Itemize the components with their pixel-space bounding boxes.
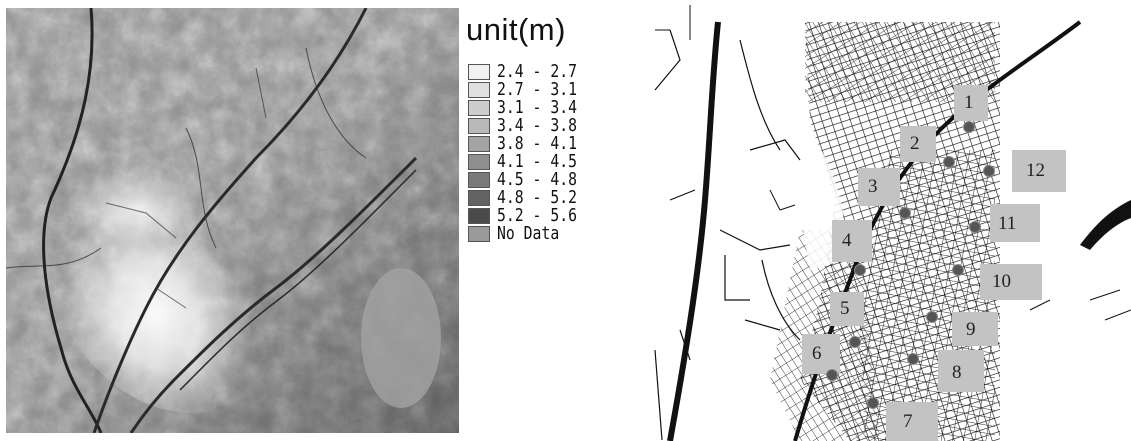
- site-label: 12: [1026, 160, 1045, 181]
- site-marker: [855, 265, 865, 275]
- river-line: [667, 21, 721, 441]
- minor-road: [655, 5, 796, 211]
- legend-label: 4.5 - 4.8: [497, 169, 577, 190]
- no-data-area: [361, 268, 441, 408]
- site-label: 2: [910, 133, 920, 154]
- site-marker: [868, 398, 878, 408]
- minor-road: [654, 29, 801, 441]
- site-marker: [908, 354, 918, 364]
- site-label: 4: [842, 230, 852, 251]
- legend-item: 3.8 - 4.1: [468, 133, 608, 154]
- legend-swatch: [468, 154, 490, 170]
- legend-item: 2.4 - 2.7: [468, 61, 608, 82]
- site-marker: [850, 337, 860, 347]
- site-label: 3: [868, 176, 878, 197]
- site-marker: [900, 208, 910, 218]
- legend-item: 5.2 - 5.6: [468, 205, 608, 226]
- site-marker: [984, 166, 994, 176]
- street-map-canvas: [650, 0, 1131, 441]
- legend-item: 4.5 - 4.8: [468, 169, 608, 190]
- legend-label: 5.2 - 5.6: [497, 205, 577, 226]
- site-marker: [944, 157, 954, 167]
- legend-label: 2.7 - 3.1: [497, 79, 577, 100]
- legend-item: 4.8 - 5.2: [468, 187, 608, 208]
- river-segment: [1080, 200, 1131, 250]
- site-label: 8: [952, 362, 962, 383]
- site-marker: [953, 265, 963, 275]
- elevation-map: [5, 7, 459, 434]
- site-label-box: 1: [954, 85, 988, 121]
- site-label-box: 8: [938, 350, 984, 392]
- site-label-box: 2: [900, 126, 936, 162]
- legend-swatch: [468, 208, 490, 224]
- legend-label: 3.1 - 3.4: [497, 97, 577, 118]
- minor-road: [1029, 289, 1131, 321]
- legend: unit(m) 2.4 - 2.7 2.7 - 3.1 3.1 - 3.4 3.…: [462, 12, 612, 332]
- legend-label: No Data: [497, 223, 560, 244]
- road-line: [179, 169, 417, 391]
- site-label: 9: [966, 319, 976, 340]
- legend-swatch: [468, 100, 490, 116]
- site-label-box: 4: [832, 220, 872, 262]
- legend-list: 2.4 - 2.7 2.7 - 3.1 3.1 - 3.4 3.4 - 3.8 …: [468, 61, 608, 244]
- legend-item: 3.4 - 3.8: [468, 115, 608, 136]
- legend-label: 3.4 - 3.8: [497, 115, 577, 136]
- legend-swatch: [468, 118, 490, 134]
- site-marker: [970, 222, 980, 232]
- legend-item: 2.7 - 3.1: [468, 79, 608, 100]
- site-label-box: 7: [886, 402, 938, 441]
- site-label-box: 5: [830, 292, 864, 326]
- site-marker: [927, 312, 937, 322]
- legend-swatch: [468, 64, 490, 80]
- legend-label: 3.8 - 4.1: [497, 133, 577, 154]
- site-label-box: 6: [802, 334, 840, 374]
- legend-item: 4.1 - 4.5: [468, 151, 608, 172]
- site-label: 5: [840, 298, 850, 319]
- site-map: 1 2 3 4 5 6 7 8 9 10 11 12: [650, 0, 1131, 441]
- site-label: 11: [998, 213, 1017, 234]
- elevation-map-canvas: [5, 7, 459, 434]
- site-marker: [827, 370, 837, 380]
- site-label-box: 11: [990, 204, 1040, 242]
- legend-swatch: [468, 136, 490, 152]
- site-label-box: 12: [1012, 150, 1066, 192]
- site-marker: [964, 122, 974, 132]
- legend-label: 4.8 - 5.2: [497, 187, 577, 208]
- legend-swatch: [468, 82, 490, 98]
- legend-label: 2.4 - 2.7: [497, 61, 577, 82]
- site-label: 6: [812, 343, 822, 364]
- legend-item: 3.1 - 3.4: [468, 97, 608, 118]
- minor-road: [105, 67, 267, 309]
- minor-road: [5, 47, 367, 269]
- legend-swatch: [468, 190, 490, 206]
- site-label-box: 10: [980, 264, 1042, 300]
- legend-swatch: [468, 172, 490, 188]
- site-label: 10: [992, 271, 1011, 292]
- road-line: [129, 156, 418, 434]
- site-label: 1: [964, 92, 974, 113]
- river-line: [42, 7, 103, 434]
- site-label: 7: [903, 411, 913, 432]
- legend-swatch: [468, 226, 490, 242]
- site-label-box: 9: [952, 312, 998, 346]
- site-label-box: 3: [858, 168, 900, 206]
- legend-item: No Data: [468, 223, 608, 244]
- legend-title: unit(m): [466, 12, 566, 47]
- lowland-area: [66, 168, 206, 248]
- legend-label: 4.1 - 4.5: [497, 151, 577, 172]
